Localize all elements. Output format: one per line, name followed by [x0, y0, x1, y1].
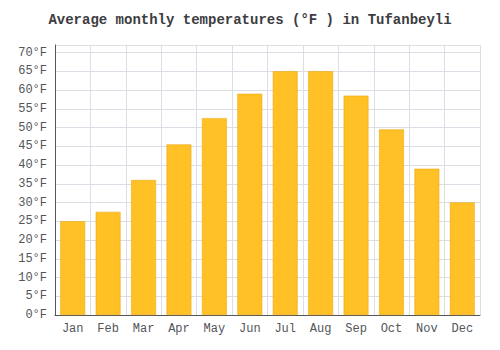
svg-text:5°F: 5°F — [25, 289, 47, 303]
svg-text:May: May — [204, 322, 226, 336]
svg-text:Nov: Nov — [416, 322, 438, 336]
svg-text:0°F: 0°F — [25, 308, 47, 322]
svg-text:60°F: 60°F — [18, 83, 47, 97]
svg-text:70°F: 70°F — [18, 46, 47, 60]
svg-text:Aug: Aug — [310, 322, 332, 336]
svg-text:Mar: Mar — [133, 322, 155, 336]
svg-text:Apr: Apr — [168, 322, 190, 336]
svg-text:25°F: 25°F — [18, 214, 47, 228]
svg-text:30°F: 30°F — [18, 196, 47, 210]
svg-text:20°F: 20°F — [18, 233, 47, 247]
svg-text:15°F: 15°F — [18, 252, 47, 266]
svg-text:Oct: Oct — [381, 322, 403, 336]
svg-text:Average monthly temperatures (: Average monthly temperatures (°F ) in Tu… — [48, 12, 451, 28]
svg-text:Jul: Jul — [274, 322, 296, 336]
svg-text:65°F: 65°F — [18, 64, 47, 78]
svg-text:40°F: 40°F — [18, 158, 47, 172]
svg-text:Sep: Sep — [345, 322, 367, 336]
svg-text:Jun: Jun — [239, 322, 261, 336]
svg-text:Jan: Jan — [62, 322, 84, 336]
svg-text:50°F: 50°F — [18, 121, 47, 135]
svg-text:45°F: 45°F — [18, 139, 47, 153]
svg-text:Feb: Feb — [97, 322, 119, 336]
svg-text:35°F: 35°F — [18, 177, 47, 191]
svg-text:10°F: 10°F — [18, 271, 47, 285]
svg-text:55°F: 55°F — [18, 102, 47, 116]
svg-text:Dec: Dec — [451, 322, 473, 336]
